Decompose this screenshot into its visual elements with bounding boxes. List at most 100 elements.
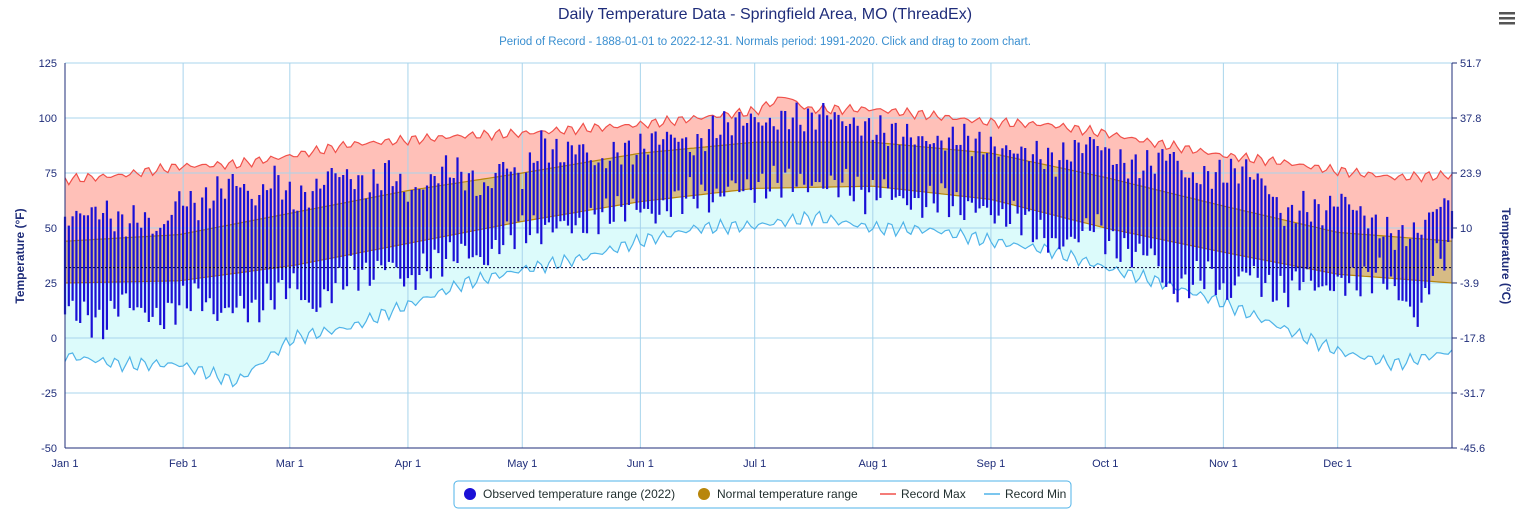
legend-observed-marker[interactable] bbox=[464, 488, 476, 500]
observed-bar bbox=[677, 141, 680, 191]
observed-bar bbox=[921, 136, 924, 218]
observed-bar bbox=[776, 129, 779, 183]
observed-bar bbox=[1172, 152, 1175, 294]
observed-bar bbox=[540, 130, 543, 245]
observed-bar bbox=[909, 137, 912, 210]
observed-bar bbox=[536, 161, 539, 234]
observed-bar bbox=[658, 144, 661, 215]
observed-bar bbox=[997, 156, 1000, 216]
observed-bar bbox=[841, 121, 844, 183]
y2-tick-label: 37.8 bbox=[1460, 113, 1481, 125]
observed-bar bbox=[311, 191, 314, 309]
record-min-line bbox=[64, 210, 1453, 388]
observed-bar bbox=[235, 186, 238, 308]
x-tick-label: May 1 bbox=[507, 458, 537, 470]
observed-bar bbox=[1355, 210, 1358, 291]
y-tick-label: 0 bbox=[51, 333, 57, 345]
y-tick-label: 50 bbox=[45, 223, 57, 235]
observed-bar bbox=[304, 192, 307, 300]
observed-bar bbox=[662, 139, 665, 201]
observed-bar bbox=[1168, 153, 1172, 284]
observed-bar bbox=[932, 143, 935, 204]
observed-bar bbox=[860, 135, 863, 190]
observed-bar bbox=[1081, 153, 1084, 231]
observed-bar bbox=[136, 222, 139, 308]
observed-bar bbox=[330, 168, 333, 304]
observed-bar bbox=[1287, 207, 1290, 308]
observed-bar bbox=[650, 133, 653, 214]
legend-normal-label[interactable]: Normal temperature range bbox=[717, 487, 858, 501]
y-tick-label: 75 bbox=[45, 168, 57, 180]
observed-bar bbox=[1405, 246, 1408, 302]
observed-bar bbox=[936, 135, 939, 213]
x-tick-label: Jul 1 bbox=[743, 458, 766, 470]
observed-bar bbox=[1184, 177, 1187, 275]
observed-bar bbox=[1134, 154, 1137, 252]
observed-bar bbox=[509, 171, 512, 236]
observed-bar bbox=[742, 125, 745, 192]
observed-bar bbox=[711, 115, 714, 203]
observed-bar bbox=[300, 185, 303, 301]
observed-bar bbox=[1153, 173, 1156, 256]
observed-bar bbox=[959, 144, 962, 216]
observed-bar bbox=[1294, 223, 1297, 272]
observed-bar bbox=[1389, 233, 1393, 277]
observed-bar bbox=[1005, 145, 1008, 227]
observed-bar bbox=[1245, 159, 1248, 273]
legend-observed-label[interactable]: Observed temperature range (2022) bbox=[483, 487, 675, 501]
observed-bar bbox=[944, 150, 947, 189]
observed-bar bbox=[826, 115, 829, 190]
legend-record-max-label[interactable]: Record Max bbox=[901, 487, 966, 501]
observed-bar bbox=[1420, 234, 1423, 303]
observed-bar bbox=[395, 181, 398, 268]
observed-bar bbox=[1416, 232, 1419, 327]
observed-bar bbox=[1237, 183, 1240, 277]
observed-bar bbox=[1119, 149, 1122, 262]
observed-bar bbox=[1149, 165, 1153, 249]
y-tick-label: -50 bbox=[41, 443, 57, 455]
observed-bar bbox=[970, 156, 973, 203]
observed-bar bbox=[429, 174, 432, 279]
observed-bar bbox=[1123, 162, 1126, 239]
observed-bar bbox=[1088, 137, 1092, 231]
observed-bar bbox=[284, 190, 288, 300]
observed-bar bbox=[349, 179, 352, 256]
observed-bar bbox=[578, 144, 581, 218]
x-tick-label: Feb 1 bbox=[169, 458, 197, 470]
observed-bar bbox=[1271, 196, 1274, 302]
x-tick-label: Oct 1 bbox=[1092, 458, 1118, 470]
observed-bar bbox=[1344, 196, 1347, 296]
observed-bar bbox=[982, 154, 985, 206]
observed-bar bbox=[1100, 150, 1103, 226]
observed-bar bbox=[464, 190, 467, 246]
observed-bar bbox=[403, 191, 406, 287]
observed-bar bbox=[216, 176, 219, 321]
observed-bar bbox=[585, 152, 589, 234]
observed-bar bbox=[1001, 148, 1004, 210]
legend-record-min-label[interactable]: Record Min bbox=[1005, 487, 1066, 501]
observed-bar bbox=[277, 175, 280, 283]
observed-bar bbox=[117, 211, 120, 317]
observed-bar bbox=[978, 131, 981, 209]
observed-bar bbox=[334, 173, 337, 284]
observed-bar bbox=[178, 191, 181, 306]
observed-bar bbox=[723, 111, 726, 197]
legend-normal-marker[interactable] bbox=[698, 488, 710, 500]
observed-bar bbox=[593, 165, 596, 215]
observed-bar bbox=[132, 205, 135, 311]
hamburger-menu-icon[interactable] bbox=[1496, 8, 1522, 32]
observed-bar bbox=[845, 126, 848, 169]
observed-bar bbox=[1191, 172, 1194, 285]
observed-bar bbox=[707, 129, 711, 213]
observed-bar bbox=[323, 184, 326, 290]
observed-bar bbox=[837, 114, 840, 198]
observed-bar bbox=[749, 113, 752, 191]
observed-bar bbox=[1386, 216, 1389, 290]
observed-bar bbox=[1359, 206, 1362, 297]
observed-bar bbox=[1447, 200, 1450, 242]
observed-bar bbox=[1165, 160, 1168, 287]
observed-bar bbox=[856, 125, 859, 177]
observed-bar bbox=[738, 112, 741, 193]
observed-bar bbox=[83, 215, 86, 302]
